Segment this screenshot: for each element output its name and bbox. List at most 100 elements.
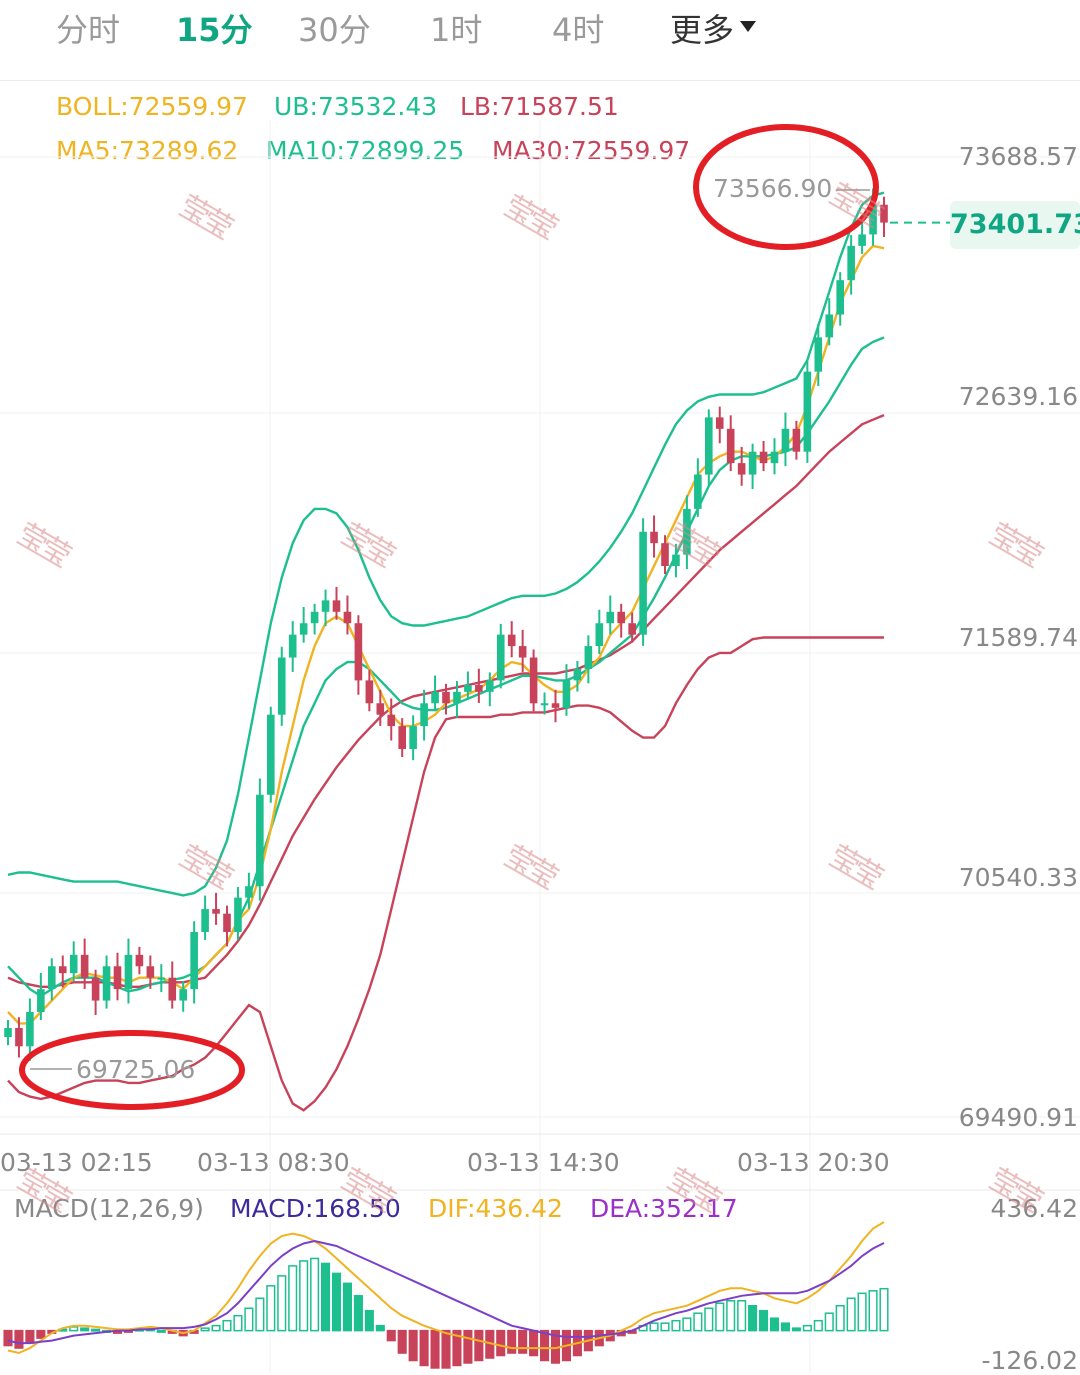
x-tick-label: 03-13 14:30 [467, 1148, 620, 1177]
macd-histogram-bar [277, 1275, 287, 1332]
candle-body [475, 684, 483, 692]
candle-body [420, 703, 428, 727]
macd-histogram-bar [266, 1285, 276, 1332]
candle-body [124, 954, 133, 990]
macd-histogram-bar [857, 1292, 867, 1332]
macd-histogram-bar [704, 1307, 714, 1332]
macd-histogram-bar [91, 1328, 101, 1332]
candle-body [365, 680, 374, 704]
macd-histogram-bar [3, 1329, 13, 1347]
macd-histogram-bar [14, 1329, 24, 1349]
macd-histogram-bar [452, 1329, 462, 1367]
candle-body [4, 1028, 12, 1038]
boll-value: BOLL:72559.97 [56, 92, 248, 121]
caret-down-icon [740, 20, 757, 32]
candle-body [91, 977, 100, 1001]
tab-4h[interactable]: 4时 [552, 11, 605, 49]
tab-more-label: 更多 [670, 11, 735, 49]
candle-body [880, 204, 888, 223]
candle-body [157, 977, 166, 980]
macd-histogram-bar [288, 1265, 298, 1332]
candle-body [858, 234, 866, 246]
candle-body [343, 611, 352, 624]
candle-body [431, 691, 439, 704]
candle-body [825, 314, 834, 338]
candle-body [464, 684, 472, 692]
macd-histogram-bar [802, 1324, 812, 1332]
candle-body [354, 623, 363, 681]
candle-body [486, 680, 494, 692]
macd-histogram-bar [759, 1309, 769, 1332]
macd-histogram-bar [835, 1304, 845, 1332]
ma10-value: MA10:72899.25 [266, 136, 465, 165]
highlight-circle [693, 124, 879, 250]
y-tick-label: 70540.33 [958, 863, 1078, 892]
macd-histogram-bar [748, 1304, 758, 1332]
macd-histogram-bar [386, 1329, 396, 1342]
tab-timeline[interactable]: 分时 [56, 11, 121, 49]
macd-histogram-bar [25, 1329, 35, 1344]
candle-body [168, 977, 177, 1001]
low-price-annotation: 69725.06 [76, 1055, 196, 1084]
candle-body [146, 966, 155, 978]
last-price-badge: 73401.73 [950, 201, 1080, 249]
macd-histogram-bar [342, 1282, 352, 1332]
macd-histogram-bar [441, 1329, 451, 1369]
macd-title: MACD(12,26,9) [14, 1194, 204, 1223]
macd-histogram-bar [868, 1290, 878, 1332]
candle-body [606, 611, 615, 624]
macd-top-label: 436.42 [990, 1194, 1078, 1223]
macd-histogram-bar [715, 1302, 725, 1332]
dif-value: DIF:436.42 [428, 1194, 563, 1223]
candle-body [705, 417, 713, 475]
candle-body [672, 554, 680, 567]
tab-30m[interactable]: 30分 [298, 11, 371, 49]
macd-histogram-bar [737, 1300, 747, 1332]
macd-histogram-bar [364, 1309, 374, 1332]
highlight-circle [19, 1030, 245, 1110]
candle-body [584, 646, 593, 669]
candle-body [737, 463, 746, 475]
macd-histogram-bar [518, 1329, 528, 1354]
macd-histogram-bar [649, 1322, 659, 1332]
candle-body [376, 703, 385, 715]
candle-body [781, 428, 790, 452]
macd-histogram-bar [408, 1329, 418, 1362]
candle-body [37, 989, 45, 1013]
macd-histogram-bar [222, 1319, 232, 1332]
candle-body [332, 600, 341, 612]
macd-value: MACD:168.50 [230, 1194, 401, 1223]
y-tick-label: 72639.16 [958, 382, 1078, 411]
dea-value: DEA:352.17 [590, 1194, 738, 1223]
candle-body [803, 371, 812, 452]
macd-histogram-bar [430, 1329, 440, 1369]
macd-histogram-bar [299, 1260, 309, 1332]
candle-body [453, 691, 461, 704]
dea-line [7, 1239, 885, 1345]
lb-value: LB:71587.51 [460, 92, 619, 121]
candle-body [628, 623, 636, 635]
y-tick-label: 73688.57 [958, 142, 1078, 171]
ub-value: UB:73532.43 [274, 92, 438, 121]
candle-body [212, 909, 220, 914]
candle-body [869, 204, 877, 235]
macd-histogram-bar [397, 1329, 407, 1354]
macd-histogram-bar [496, 1329, 506, 1357]
macd-histogram-bar [310, 1257, 320, 1332]
boll-lower-line [7, 636, 884, 1112]
macd-histogram-bar [255, 1297, 265, 1332]
ma5-value: MA5:73289.62 [56, 136, 239, 165]
candle-body [26, 1012, 34, 1047]
macd-histogram-bar [375, 1324, 385, 1332]
tab-15m[interactable]: 15分 [176, 11, 253, 49]
macd-histogram-bar [419, 1329, 429, 1367]
macd-histogram-bar [540, 1329, 550, 1362]
tab-1h[interactable]: 1时 [430, 11, 483, 49]
ma10-line [7, 336, 885, 998]
candle-body [442, 691, 450, 704]
candle-body [639, 531, 647, 635]
tab-more[interactable]: 更多 [670, 10, 757, 50]
macd-histogram-bar [463, 1329, 473, 1364]
x-tick-label: 03-13 02:15 [0, 1148, 153, 1177]
